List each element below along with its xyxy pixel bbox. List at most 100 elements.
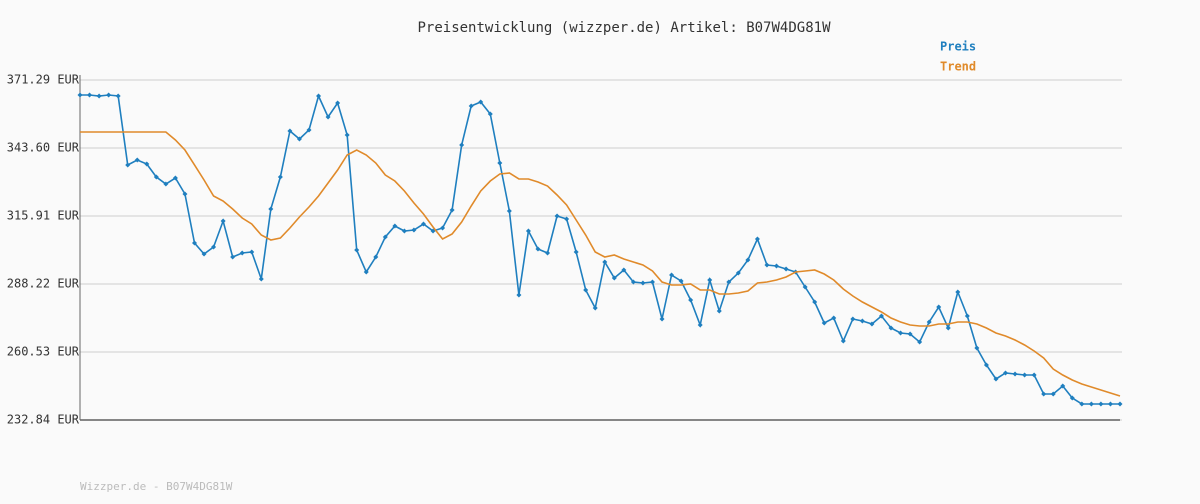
- data-point: [1031, 372, 1037, 378]
- data-point: [459, 142, 465, 148]
- data-point: [573, 249, 579, 255]
- data-point: [1098, 401, 1104, 407]
- data-point: [630, 279, 636, 285]
- data-point: [878, 313, 884, 319]
- data-point: [716, 308, 722, 314]
- data-point: [592, 305, 598, 311]
- data-point: [516, 292, 522, 298]
- data-point: [277, 174, 283, 180]
- data-point: [554, 213, 560, 219]
- data-point: [478, 99, 484, 105]
- data-point: [440, 225, 446, 231]
- data-point: [754, 236, 760, 242]
- data-point: [640, 280, 646, 286]
- data-point: [115, 93, 121, 99]
- data-point: [945, 325, 951, 331]
- data-point: [1117, 401, 1123, 407]
- data-point: [993, 376, 999, 382]
- data-point: [392, 223, 398, 229]
- data-point: [926, 319, 932, 325]
- data-point: [344, 132, 350, 138]
- data-point: [1012, 371, 1018, 377]
- y-tick-label: 315.91 EUR: [7, 209, 80, 223]
- data-point: [382, 234, 388, 240]
- data-point: [172, 175, 178, 181]
- data-point: [401, 228, 407, 234]
- data-point: [774, 263, 780, 269]
- data-point: [506, 208, 512, 214]
- data-point: [583, 287, 589, 293]
- data-point: [1050, 391, 1056, 397]
- data-point: [649, 279, 655, 285]
- data-point: [764, 262, 770, 268]
- data-point: [602, 259, 608, 265]
- data-point: [163, 181, 169, 187]
- data-point: [783, 266, 789, 272]
- data-point: [363, 269, 369, 275]
- data-point: [249, 249, 255, 255]
- data-point: [306, 127, 312, 133]
- data-point: [296, 136, 302, 142]
- data-point: [420, 221, 426, 227]
- data-point: [1088, 401, 1094, 407]
- data-point: [335, 100, 341, 106]
- y-tick-label: 232.84 EUR: [7, 413, 80, 427]
- data-point: [239, 250, 245, 256]
- data-point: [96, 93, 102, 99]
- data-point: [611, 275, 617, 281]
- data-point: [907, 331, 913, 337]
- data-point: [735, 270, 741, 276]
- data-point: [688, 297, 694, 303]
- data-point: [325, 114, 331, 120]
- y-tick-label: 260.53 EUR: [7, 345, 80, 359]
- data-point: [1022, 372, 1028, 378]
- data-point: [936, 304, 942, 310]
- data-point: [287, 128, 293, 134]
- data-point: [211, 244, 217, 250]
- data-point: [153, 174, 159, 180]
- data-point: [354, 247, 360, 253]
- data-point: [859, 318, 865, 324]
- data-point: [745, 257, 751, 263]
- data-point: [191, 240, 197, 246]
- footer: Wizzper.de - B07W4DG81W: [80, 480, 233, 493]
- data-point: [182, 191, 188, 197]
- series-line: [80, 131, 1121, 397]
- y-tick-label: 288.22 EUR: [7, 277, 80, 291]
- data-point: [411, 227, 417, 233]
- data-point: [669, 272, 675, 278]
- data-point: [134, 157, 140, 163]
- legend-label: Trend: [940, 60, 976, 74]
- data-point: [812, 299, 818, 305]
- data-point: [1107, 401, 1113, 407]
- data-point: [497, 160, 503, 166]
- data-point: [525, 228, 531, 234]
- data-point: [917, 339, 923, 345]
- data-point: [955, 289, 961, 295]
- data-point: [201, 251, 207, 257]
- data-point: [678, 278, 684, 284]
- data-point: [535, 246, 541, 252]
- data-point: [564, 216, 570, 222]
- data-point: [1060, 383, 1066, 389]
- data-point: [621, 267, 627, 273]
- data-point: [258, 276, 264, 282]
- data-point: [888, 325, 894, 331]
- data-point: [449, 207, 455, 213]
- data-point: [840, 338, 846, 344]
- data-point: [1069, 395, 1075, 401]
- data-point: [487, 111, 493, 117]
- data-point: [468, 103, 474, 109]
- data-point: [268, 206, 274, 212]
- data-point: [707, 277, 713, 283]
- data-point: [144, 161, 150, 167]
- data-point: [831, 315, 837, 321]
- data-point: [802, 284, 808, 290]
- data-point: [316, 93, 322, 99]
- data-point: [230, 254, 236, 260]
- data-point: [220, 218, 226, 224]
- data-point: [869, 321, 875, 327]
